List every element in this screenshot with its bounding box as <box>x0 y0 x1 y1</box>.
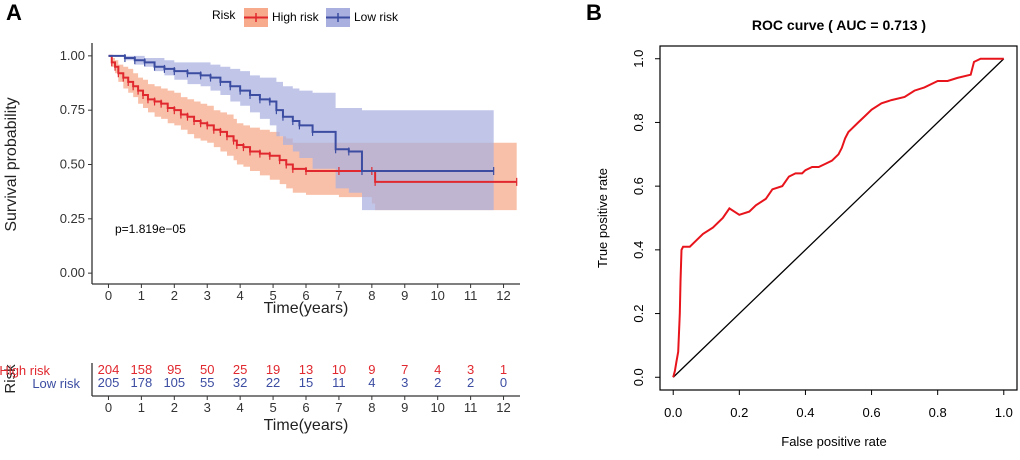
risk-table-cell-high: 13 <box>299 362 313 377</box>
roc-x-tick-label: 1.0 <box>995 405 1013 420</box>
roc-plot: 0.0 0.2 0.4 0.6 0.8 1.0 0.0 0.2 0.4 0.6 0.8 1.0 <box>631 45 1018 420</box>
km-x-tick-label: 4 <box>237 288 244 303</box>
risk-table-x-axis-label: Time(years) <box>264 417 349 434</box>
risk-table-cell-low: 11 <box>332 375 346 390</box>
risk-table-cell-low: 3 <box>401 375 408 390</box>
risk-table-cell-low: 0 <box>500 375 507 390</box>
risk-table-x-tick-label: 8 <box>368 400 375 415</box>
legend-high-risk: High risk <box>272 10 320 24</box>
roc-x-axis-label: False positive rate <box>781 434 887 449</box>
km-y-axis-label: Survival probability <box>3 97 20 231</box>
risk-table-x-tick-label: 2 <box>171 400 178 415</box>
risk-table-x-tick-label: 1 <box>138 400 145 415</box>
km-plot: 0.000.250.500.751.000 1 2 3 4 5 6 7 8 9 10 11 12 <box>60 43 520 303</box>
risk-table-cell-high: 7 <box>401 362 408 377</box>
risk-table-cell-high: 158 <box>131 362 153 377</box>
risk-table-x-tick-label: 9 <box>401 400 408 415</box>
roc-title: ROC curve ( AUC = 0.713 ) <box>752 17 926 33</box>
risk-table-cell-high: 10 <box>332 362 346 377</box>
km-x-tick-label: 2 <box>171 288 178 303</box>
risk-table-cell-low: 2 <box>434 375 441 390</box>
km-x-tick-label: 1 <box>138 288 145 303</box>
risk-table-cell-low: 4 <box>368 375 375 390</box>
km-x-tick-label: 12 <box>496 288 510 303</box>
roc-x-tick-label: 0.6 <box>863 405 881 420</box>
km-y-tick-label: 0.25 <box>60 211 85 226</box>
legend-low-risk: Low risk <box>354 10 399 24</box>
risk-table-cell-high: 19 <box>266 362 280 377</box>
risk-table-title: Risk <box>2 364 19 394</box>
roc-y-tick-label: 0.2 <box>631 305 646 323</box>
risk-table-x-tick-label: 4 <box>237 400 244 415</box>
risk-table-cell-high: 4 <box>434 362 441 377</box>
roc-x-tick-label: 0.4 <box>796 405 814 420</box>
km-x-tick-label: 10 <box>430 288 444 303</box>
roc-curve <box>672 57 1004 378</box>
risk-table-x-tick-label: 7 <box>335 400 342 415</box>
risk-table-cell-low: 2 <box>467 375 474 390</box>
roc-diagonal-line <box>672 58 1005 378</box>
km-x-tick-label: 7 <box>335 288 342 303</box>
km-p-value: p=1.819e−05 <box>115 222 186 236</box>
risk-table-x-tick-label: 10 <box>430 400 444 415</box>
km-x-tick-label: 11 <box>464 288 478 303</box>
km-x-tick-label: 6 <box>302 288 309 303</box>
roc-y-tick-label: 0.0 <box>631 368 646 386</box>
roc-plot-frame <box>659 45 1018 391</box>
km-x-axis-label: Time(years) <box>264 300 349 317</box>
risk-table-cell-high: 9 <box>368 362 375 377</box>
km-legend-title: Risk <box>212 8 236 22</box>
risk-table-row-label-low: Low risk <box>32 376 80 391</box>
risk-table-cell-high: 1 <box>500 362 507 377</box>
risk-table-row-label-high: High risk <box>0 363 50 378</box>
risk-table-cell-high: 3 <box>467 362 474 377</box>
risk-table-cell-high: 204 <box>98 362 120 377</box>
roc-x-tick-label: 0.8 <box>929 405 947 420</box>
roc-y-tick-label: 0.6 <box>631 177 646 195</box>
km-x-tick-label: 0 <box>105 288 112 303</box>
roc-y-tick-label: 0.8 <box>631 113 646 131</box>
roc-y-axis-label: True positive rate <box>595 168 610 268</box>
risk-table-cell-low: 15 <box>299 375 313 390</box>
risk-table-x-tick-label: 12 <box>496 400 510 415</box>
km-y-tick-label: 0.50 <box>60 157 85 172</box>
roc-y-tick-label: 0.4 <box>631 241 646 259</box>
panel-a-label: A <box>6 0 22 25</box>
risk-table-x-tick-label: 0 <box>105 400 112 415</box>
risk-table-x-tick-label: 11 <box>464 400 478 415</box>
km-legend: Risk High risk Low risk <box>212 8 399 27</box>
risk-table-cell-low: 178 <box>131 375 153 390</box>
risk-table-cell-low: 205 <box>98 375 120 390</box>
risk-table-cell-high: 25 <box>233 362 247 377</box>
roc-y-tick-label: 1.0 <box>631 50 646 68</box>
km-y-tick-label: 1.00 <box>60 48 85 63</box>
km-y-tick-label: 0.75 <box>60 102 85 117</box>
panel-b-label: B <box>586 0 602 25</box>
risk-table-cell-low: 22 <box>266 375 280 390</box>
roc-x-tick-label: 0.2 <box>730 405 748 420</box>
risk-table-cell-low: 32 <box>233 375 247 390</box>
roc-x-tick-label: 0.0 <box>664 405 682 420</box>
km-x-tick-label: 5 <box>269 288 276 303</box>
risk-table-x-tick-label: 3 <box>204 400 211 415</box>
risk-table-cell-high: 95 <box>167 362 181 377</box>
km-x-tick-label: 9 <box>401 288 408 303</box>
km-x-tick-label: 3 <box>204 288 211 303</box>
risk-table-x-tick-label: 5 <box>269 400 276 415</box>
km-x-tick-label: 8 <box>368 288 375 303</box>
km-y-tick-label: 0.00 <box>60 265 85 280</box>
risk-table-cell-high: 50 <box>200 362 214 377</box>
risk-table-cell-low: 105 <box>163 375 185 390</box>
risk-table-cell-low: 55 <box>200 375 214 390</box>
risk-table-x-tick-label: 6 <box>302 400 309 415</box>
